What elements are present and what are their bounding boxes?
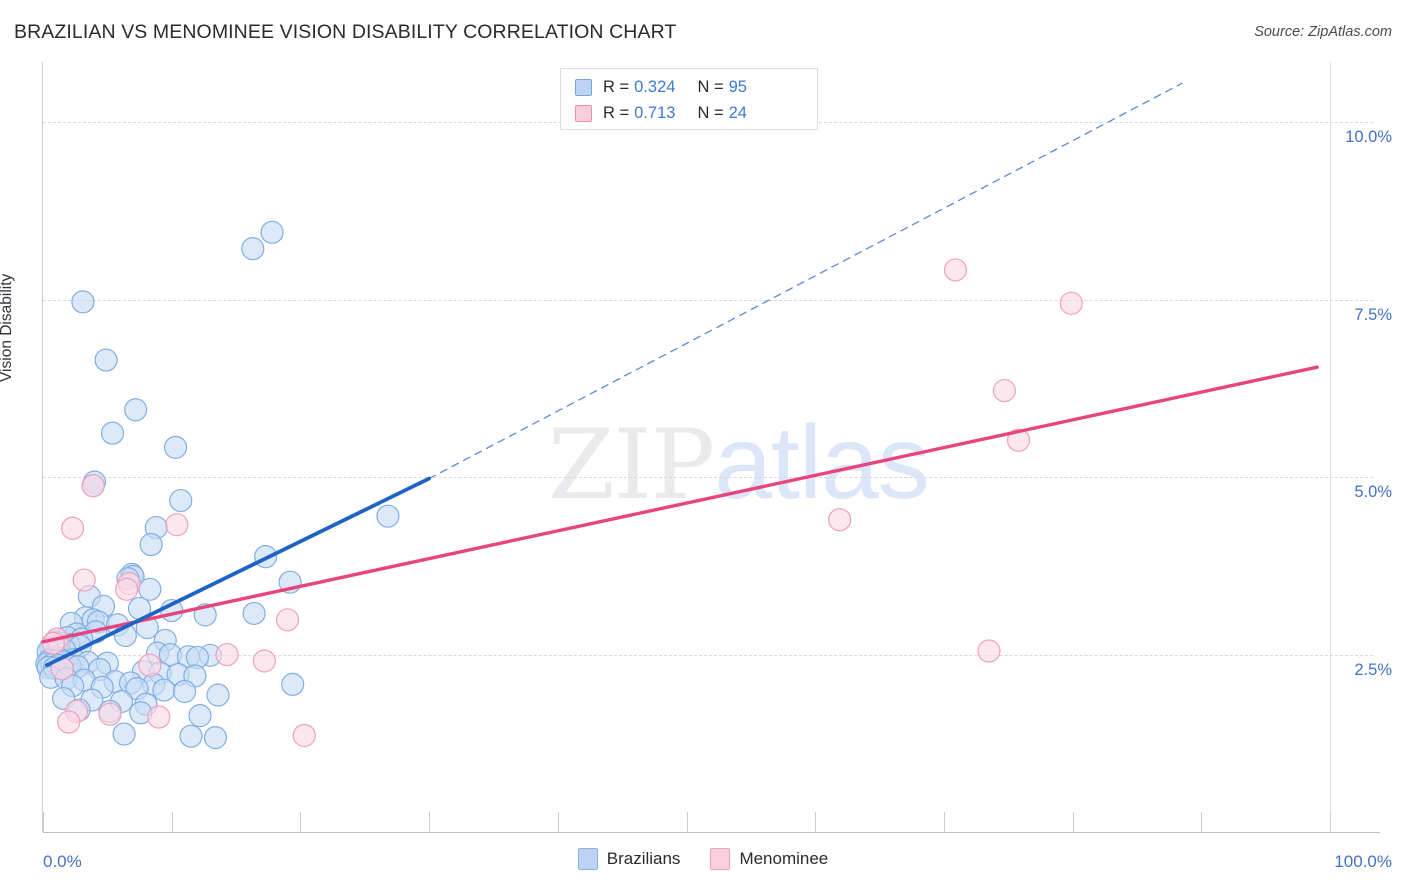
data-point-brazilians[interactable]: [139, 532, 163, 557]
x-tick-mark: [1330, 812, 1331, 832]
page-title: BRAZILIAN VS MENOMINEE VISION DISABILITY…: [14, 21, 677, 43]
stat-row-brazilians: R = 0.324 N = 95: [575, 74, 807, 100]
n-label-menominee: N =: [697, 103, 724, 122]
data-point-menominee[interactable]: [138, 653, 162, 677]
r-label-brazilians: R =: [603, 77, 630, 96]
data-point-brazilians[interactable]: [203, 726, 228, 750]
gridline: [43, 299, 1373, 301]
x-tick-mark: [429, 812, 431, 832]
data-point-menominee[interactable]: [115, 577, 139, 601]
data-point-menominee[interactable]: [992, 378, 1016, 403]
y-tick-label: 10.0%: [1345, 128, 1392, 147]
r-value-brazilians: 0.324: [634, 77, 676, 96]
y-tick-label: 2.5%: [1354, 660, 1392, 679]
data-point-menominee[interactable]: [1059, 291, 1083, 315]
data-point-menominee[interactable]: [41, 631, 65, 655]
data-point-brazilians[interactable]: [241, 237, 265, 261]
n-value-menominee: 24: [728, 103, 747, 122]
data-point-brazilians[interactable]: [138, 577, 162, 601]
data-point-menominee[interactable]: [72, 568, 96, 592]
data-point-brazilians[interactable]: [242, 601, 266, 626]
data-point-brazilians[interactable]: [94, 348, 118, 372]
data-point-brazilians[interactable]: [172, 679, 197, 704]
x-tick-mark: [815, 812, 817, 832]
y-axis-line: [42, 62, 43, 832]
x-tick-mark: [557, 812, 559, 832]
data-point-menominee[interactable]: [81, 474, 105, 498]
data-point-menominee[interactable]: [292, 723, 316, 748]
data-point-menominee[interactable]: [828, 508, 852, 532]
x-axis-line: [43, 832, 1380, 833]
plot-right-edge: [1330, 62, 1331, 832]
data-point-brazilians[interactable]: [179, 724, 203, 748]
series-label-brazilians: Brazilians: [606, 849, 681, 868]
legend-swatch-brazilians-icon: [575, 78, 592, 96]
data-point-brazilians[interactable]: [376, 504, 400, 528]
x-tick-mark: [943, 812, 945, 832]
x-tick-mark: [1072, 812, 1074, 832]
data-point-brazilians[interactable]: [71, 290, 95, 314]
gridline: [43, 654, 1373, 656]
n-value-brazilians: 95: [728, 77, 747, 96]
series-legend-item-brazilians[interactable]: Brazilians: [577, 848, 681, 870]
r-label-menominee: R =: [603, 103, 630, 122]
data-point-menominee[interactable]: [147, 705, 171, 729]
legend-swatch-menominee-icon: [575, 104, 592, 122]
data-point-brazilians[interactable]: [152, 678, 176, 702]
gridline: [43, 477, 1373, 479]
data-point-brazilians[interactable]: [100, 421, 125, 445]
n-label-brazilians: N =: [697, 77, 724, 96]
series-legend-item-menominee[interactable]: Menominee: [710, 848, 828, 870]
data-point-menominee[interactable]: [60, 516, 85, 540]
data-point-menominee[interactable]: [215, 642, 239, 667]
x-tick-mark: [300, 812, 302, 832]
series-legend: Brazilians Menominee: [0, 848, 1406, 870]
data-point-brazilians[interactable]: [260, 220, 284, 244]
source-attribution: Source: ZipAtlas.com: [1254, 24, 1392, 40]
data-point-menominee[interactable]: [98, 702, 122, 726]
chart-header: BRAZILIAN VS MENOMINEE VISION DISABILITY…: [0, 0, 1406, 54]
series-label-menominee: Menominee: [739, 849, 829, 868]
data-point-brazilians[interactable]: [124, 398, 148, 422]
data-point-menominee[interactable]: [57, 710, 81, 734]
r-value-menominee: 0.713: [634, 103, 676, 122]
x-tick-mark: [43, 812, 44, 832]
data-point-brazilians[interactable]: [163, 435, 188, 459]
y-tick-label: 5.0%: [1354, 483, 1392, 502]
series-swatch-menominee-icon: [710, 848, 731, 870]
data-point-brazilians[interactable]: [188, 704, 212, 728]
menominee-trendline: [41, 365, 1319, 644]
data-point-menominee[interactable]: [165, 513, 189, 537]
x-tick-mark: [171, 812, 173, 832]
brazilians-trendline: [44, 476, 432, 668]
data-point-brazilians[interactable]: [169, 488, 193, 513]
data-point-brazilians[interactable]: [112, 722, 136, 746]
x-tick-mark: [686, 812, 688, 832]
brazilians-trendline-extension: [428, 82, 1183, 480]
data-point-menominee[interactable]: [1006, 428, 1031, 452]
x-axis-max-label: 100.0%: [1334, 852, 1392, 871]
data-point-menominee[interactable]: [252, 649, 276, 673]
x-tick-mark: [1201, 812, 1203, 832]
data-point-menominee[interactable]: [977, 639, 1001, 663]
data-point-menominee[interactable]: [275, 608, 300, 632]
series-swatch-brazilians-icon: [577, 848, 598, 870]
stat-row-menominee: R = 0.713 N = 24: [575, 100, 807, 126]
x-axis-min-label: 0.0%: [43, 852, 82, 871]
data-point-menominee[interactable]: [943, 258, 968, 282]
data-point-brazilians[interactable]: [281, 672, 305, 696]
correlation-stats-legend: R = 0.324 N = 95 R = 0.713 N = 24: [560, 68, 818, 130]
data-point-brazilians[interactable]: [206, 683, 230, 707]
y-tick-label: 7.5%: [1354, 305, 1392, 324]
